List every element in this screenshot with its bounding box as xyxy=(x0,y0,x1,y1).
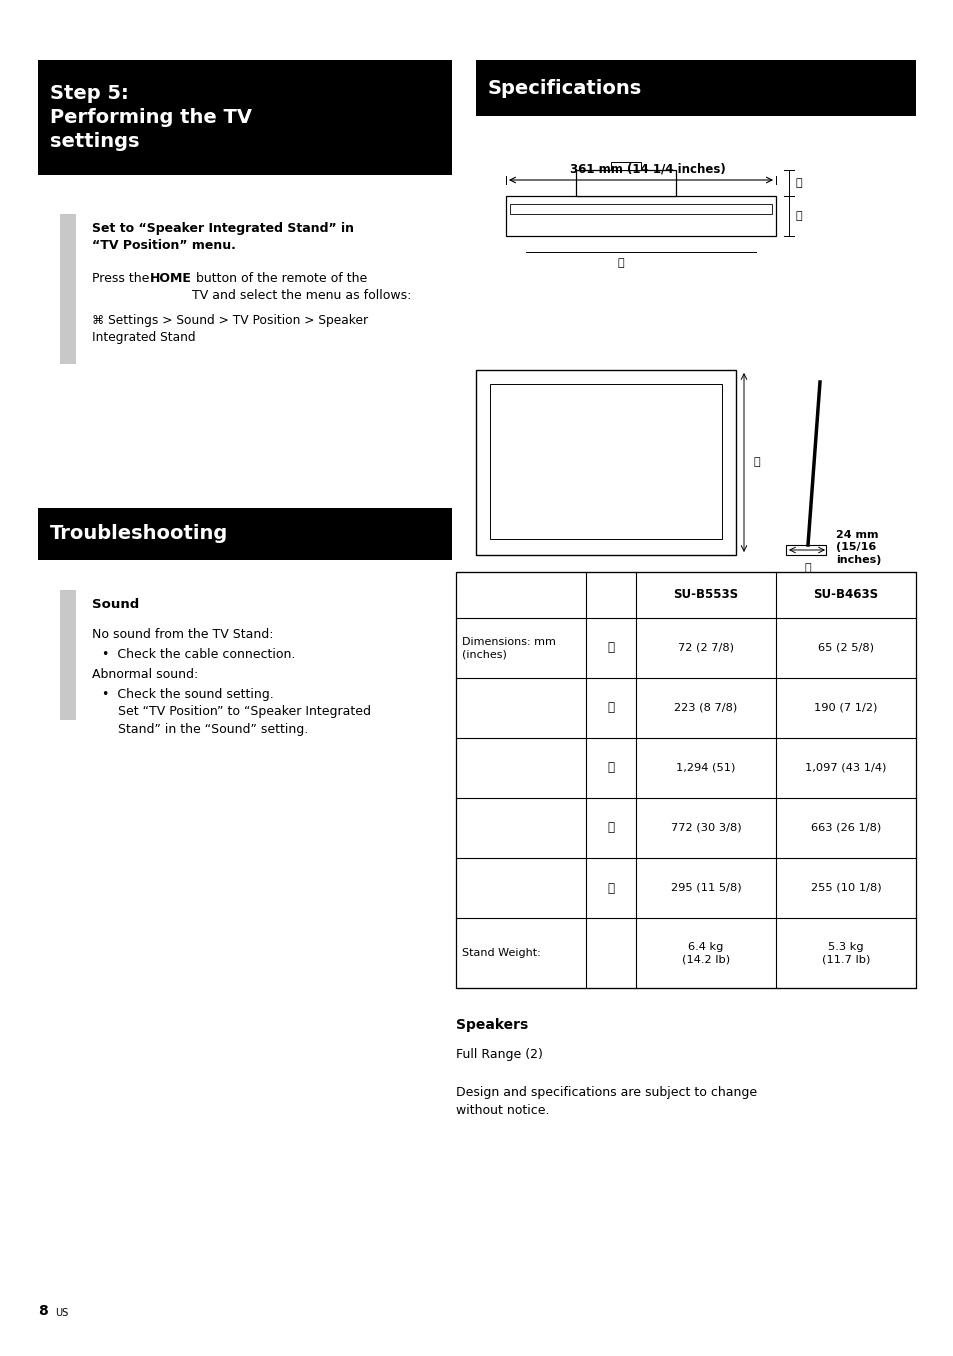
Bar xyxy=(610,161,640,170)
Text: Ⓒ: Ⓒ xyxy=(607,762,614,774)
Text: Full Range (2): Full Range (2) xyxy=(456,1048,542,1060)
Text: Ⓓ: Ⓓ xyxy=(607,822,614,834)
Text: 663 (26 1/8): 663 (26 1/8) xyxy=(810,823,881,833)
Text: 772 (30 3/8): 772 (30 3/8) xyxy=(670,823,740,833)
Text: 361 mm (14 1/4 inches): 361 mm (14 1/4 inches) xyxy=(570,161,725,175)
Text: 65 (2 5/8): 65 (2 5/8) xyxy=(817,643,873,654)
Bar xyxy=(38,508,452,560)
Bar xyxy=(38,60,452,175)
Text: 1,294 (51): 1,294 (51) xyxy=(676,763,735,773)
Text: 8: 8 xyxy=(38,1304,48,1318)
Text: No sound from the TV Stand:: No sound from the TV Stand: xyxy=(91,628,274,641)
Bar xyxy=(576,170,676,197)
Text: Step 5:
Performing the TV
settings: Step 5: Performing the TV settings xyxy=(50,84,252,152)
Text: •  Check the sound setting.
    Set “TV Position” to “Speaker Integrated
    Sta: • Check the sound setting. Set “TV Posit… xyxy=(102,687,371,736)
Bar xyxy=(505,197,775,236)
Text: Troubleshooting: Troubleshooting xyxy=(50,525,228,544)
Text: 1,097 (43 1/4): 1,097 (43 1/4) xyxy=(804,763,885,773)
Text: 223 (8 7/8): 223 (8 7/8) xyxy=(674,702,737,713)
Text: Stand Weight:: Stand Weight: xyxy=(461,948,540,957)
Text: Dimensions: mm
(inches): Dimensions: mm (inches) xyxy=(461,637,556,659)
Bar xyxy=(60,214,76,363)
Text: Sound: Sound xyxy=(91,598,139,612)
Text: 24 mm
(15/16
inches): 24 mm (15/16 inches) xyxy=(835,530,881,565)
Text: Ⓐ: Ⓐ xyxy=(795,178,801,188)
Text: ⌘ Settings > Sound > TV Position > Speaker
Integrated Stand: ⌘ Settings > Sound > TV Position > Speak… xyxy=(91,315,368,344)
Bar xyxy=(476,60,915,117)
Text: Press the: Press the xyxy=(91,273,153,285)
Bar xyxy=(456,572,915,989)
Text: button of the remote of the
TV and select the menu as follows:: button of the remote of the TV and selec… xyxy=(192,273,411,302)
Text: Abnormal sound:: Abnormal sound: xyxy=(91,669,198,681)
Text: Ⓓ: Ⓓ xyxy=(753,457,760,468)
Bar xyxy=(510,203,771,214)
Text: •  Check the cable connection.: • Check the cable connection. xyxy=(102,648,295,660)
Text: Design and specifications are subject to change
without notice.: Design and specifications are subject to… xyxy=(456,1086,757,1117)
Text: Ⓒ: Ⓒ xyxy=(617,258,623,268)
Text: 190 (7 1/2): 190 (7 1/2) xyxy=(814,702,877,713)
Bar xyxy=(60,590,76,720)
Text: Ⓑ: Ⓑ xyxy=(607,701,614,715)
Text: SU-B463S: SU-B463S xyxy=(813,589,878,602)
Text: US: US xyxy=(55,1309,69,1318)
Text: Ⓔ: Ⓔ xyxy=(803,563,810,574)
Text: HOME: HOME xyxy=(150,273,192,285)
Bar xyxy=(490,384,721,538)
Text: Set to “Speaker Integrated Stand” in
“TV Position” menu.: Set to “Speaker Integrated Stand” in “TV… xyxy=(91,222,354,252)
Text: Speakers: Speakers xyxy=(456,1018,528,1032)
Text: 255 (10 1/8): 255 (10 1/8) xyxy=(810,883,881,894)
Text: 295 (11 5/8): 295 (11 5/8) xyxy=(670,883,740,894)
Text: Ⓐ: Ⓐ xyxy=(607,641,614,655)
Text: Specifications: Specifications xyxy=(488,79,641,98)
Text: Ⓔ: Ⓔ xyxy=(607,881,614,895)
Text: 5.3 kg
(11.7 lb): 5.3 kg (11.7 lb) xyxy=(821,942,869,964)
Text: Ⓑ: Ⓑ xyxy=(795,212,801,221)
Text: SU-B553S: SU-B553S xyxy=(673,589,738,602)
Bar xyxy=(785,545,825,555)
Text: 72 (2 7/8): 72 (2 7/8) xyxy=(678,643,733,654)
Bar xyxy=(476,370,735,555)
Text: 6.4 kg
(14.2 lb): 6.4 kg (14.2 lb) xyxy=(681,942,729,964)
